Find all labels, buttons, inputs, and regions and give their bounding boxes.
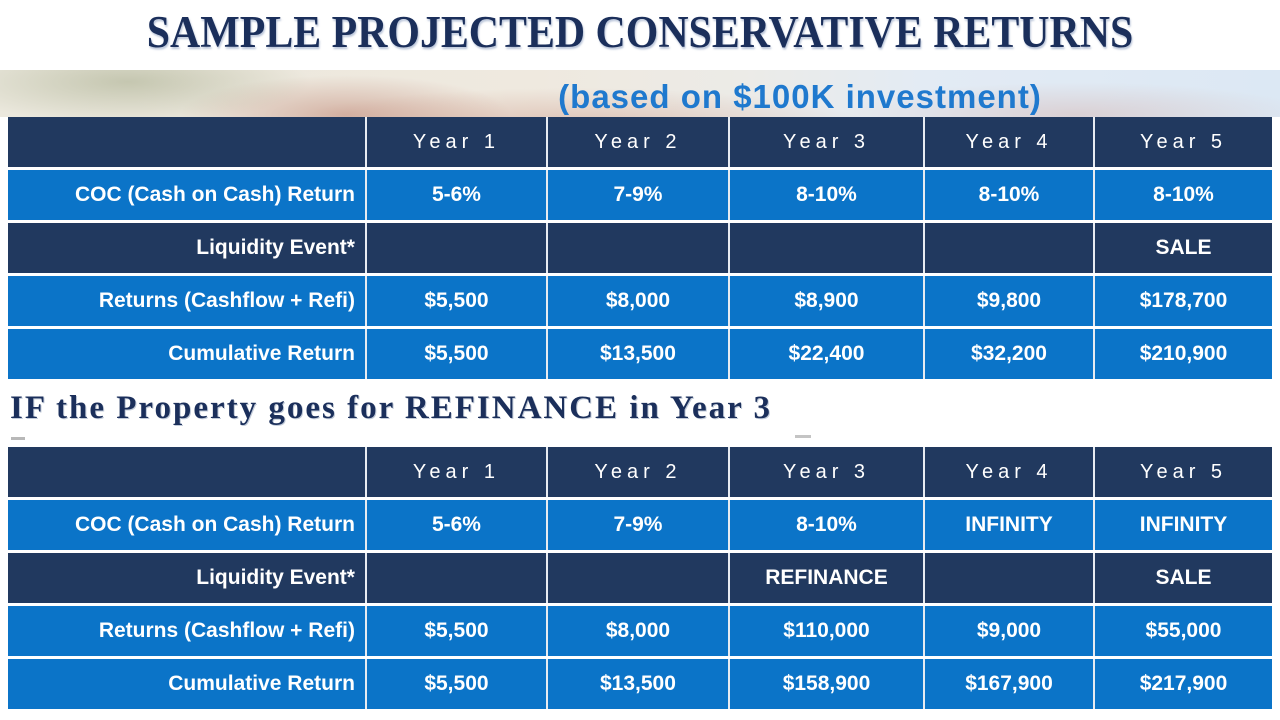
table-cell [364,223,546,273]
table-cell: INFINITY [923,500,1093,550]
base-projection-table: Year 1 Year 2 Year 3 Year 4 Year 5 COC (… [8,114,1272,382]
table-cell: $22,400 [727,329,923,379]
refinance-projection-table: Year 1 Year 2 Year 3 Year 4 Year 5 COC (… [8,444,1272,712]
table-row-liquidity-event: Liquidity Event* SALE [8,223,1272,273]
table-cell: $210,900 [1093,329,1272,379]
table-row-cumulative-return: Cumulative Return $5,500 $13,500 $158,90… [8,659,1272,709]
table-cell: INFINITY [1093,500,1272,550]
corner-cell [8,117,365,167]
row-label: Cumulative Return [8,659,365,709]
house-photo-strip [0,70,1280,117]
row-label: COC (Cash on Cash) Return [8,170,365,220]
table-cell: $5,500 [364,606,546,656]
slide-title: SAMPLE PROJECTED CONSERVATIVE RETURNS [146,7,1134,57]
table-cell: $8,000 [545,276,728,326]
table-row-coc-return: COC (Cash on Cash) Return 5-6% 7-9% 8-10… [8,170,1272,220]
column-header-year4: Year 4 [923,117,1093,167]
row-label: Liquidity Event* [8,223,365,273]
row-label: Cumulative Return [8,329,365,379]
corner-cell [8,447,365,497]
table-cell: $13,500 [545,329,728,379]
table-cell [923,553,1093,603]
table-cell: 8-10% [923,170,1093,220]
table-header-row: Year 1 Year 2 Year 3 Year 4 Year 5 [8,117,1272,167]
table-cell: $167,900 [923,659,1093,709]
column-header-year5: Year 5 [1093,117,1272,167]
table-cell: $8,900 [727,276,923,326]
column-header-year3: Year 3 [727,447,923,497]
column-header-year1: Year 1 [364,447,546,497]
table-cell: $8,000 [545,606,728,656]
artifact-dash-left [11,437,25,440]
table-row-coc-return: COC (Cash on Cash) Return 5-6% 7-9% 8-10… [8,500,1272,550]
table-cell: $217,900 [1093,659,1272,709]
column-header-year2: Year 2 [545,447,728,497]
table-cell: 8-10% [727,500,923,550]
table-cell: $178,700 [1093,276,1272,326]
table-cell: $5,500 [364,659,546,709]
table-cell: $32,200 [923,329,1093,379]
table-cell: SALE [1093,553,1272,603]
column-header-year5: Year 5 [1093,447,1272,497]
table-cell: $158,900 [727,659,923,709]
table-cell: $5,500 [364,276,546,326]
table-cell [545,553,728,603]
table-row-returns: Returns (Cashflow + Refi) $5,500 $8,000 … [8,606,1272,656]
table-cell [545,223,728,273]
table-header-row: Year 1 Year 2 Year 3 Year 4 Year 5 [8,447,1272,497]
table-cell [727,223,923,273]
table-cell: $13,500 [545,659,728,709]
table-cell [923,223,1093,273]
table-cell: REFINANCE [727,553,923,603]
table-cell: SALE [1093,223,1272,273]
table-cell [364,553,546,603]
column-header-year2: Year 2 [545,117,728,167]
row-label: Returns (Cashflow + Refi) [8,276,365,326]
table-row-cumulative-return: Cumulative Return $5,500 $13,500 $22,400… [8,329,1272,379]
table-cell: $9,000 [923,606,1093,656]
column-header-year4: Year 4 [923,447,1093,497]
table-row-liquidity-event: Liquidity Event* REFINANCE SALE [8,553,1272,603]
table-cell: $9,800 [923,276,1093,326]
table-cell: $5,500 [364,329,546,379]
row-label: Liquidity Event* [8,553,365,603]
slide-subtitle: (based on $100K investment) [558,78,1042,115]
table-cell: 8-10% [1093,170,1272,220]
table-cell: $55,000 [1093,606,1272,656]
column-header-year3: Year 3 [727,117,923,167]
row-label: COC (Cash on Cash) Return [8,500,365,550]
table-cell: 7-9% [545,170,728,220]
artifact-dash-right [795,435,811,438]
table-cell: 5-6% [364,500,546,550]
row-label: Returns (Cashflow + Refi) [8,606,365,656]
table-cell: 7-9% [545,500,728,550]
table-row-returns: Returns (Cashflow + Refi) $5,500 $8,000 … [8,276,1272,326]
refinance-section-heading: IF the Property goes for REFINANCE in Ye… [10,390,772,426]
table-cell: 5-6% [364,170,546,220]
table-cell: 8-10% [727,170,923,220]
column-header-year1: Year 1 [364,117,546,167]
table-cell: $110,000 [727,606,923,656]
